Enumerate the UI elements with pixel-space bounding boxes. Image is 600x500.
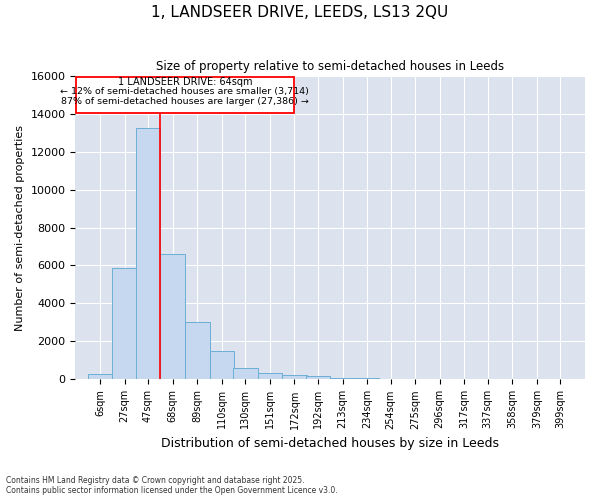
Text: Contains HM Land Registry data © Crown copyright and database right 2025.
Contai: Contains HM Land Registry data © Crown c… (6, 476, 338, 495)
Text: ← 12% of semi-detached houses are smaller (3,714): ← 12% of semi-detached houses are smalle… (61, 88, 310, 96)
X-axis label: Distribution of semi-detached houses by size in Leeds: Distribution of semi-detached houses by … (161, 437, 499, 450)
Bar (305, 376, 330, 380)
Bar (257, 373, 282, 380)
Bar (378, 379, 403, 380)
Bar (209, 351, 234, 380)
Bar (330, 378, 355, 380)
Bar (88, 374, 112, 380)
Bar (136, 128, 160, 380)
Bar (112, 268, 137, 380)
Bar (76, 76, 294, 112)
Text: 87% of semi-detached houses are larger (27,386) →: 87% of semi-detached houses are larger (… (61, 98, 309, 106)
Y-axis label: Number of semi-detached properties: Number of semi-detached properties (15, 124, 25, 330)
Title: Size of property relative to semi-detached houses in Leeds: Size of property relative to semi-detach… (156, 60, 504, 73)
Bar (160, 254, 185, 380)
Bar (233, 368, 257, 380)
Text: 1, LANDSEER DRIVE, LEEDS, LS13 2QU: 1, LANDSEER DRIVE, LEEDS, LS13 2QU (151, 5, 449, 20)
Text: 1 LANDSEER DRIVE: 64sqm: 1 LANDSEER DRIVE: 64sqm (118, 77, 252, 87)
Bar (185, 322, 209, 380)
Bar (355, 378, 379, 380)
Bar (282, 374, 307, 380)
